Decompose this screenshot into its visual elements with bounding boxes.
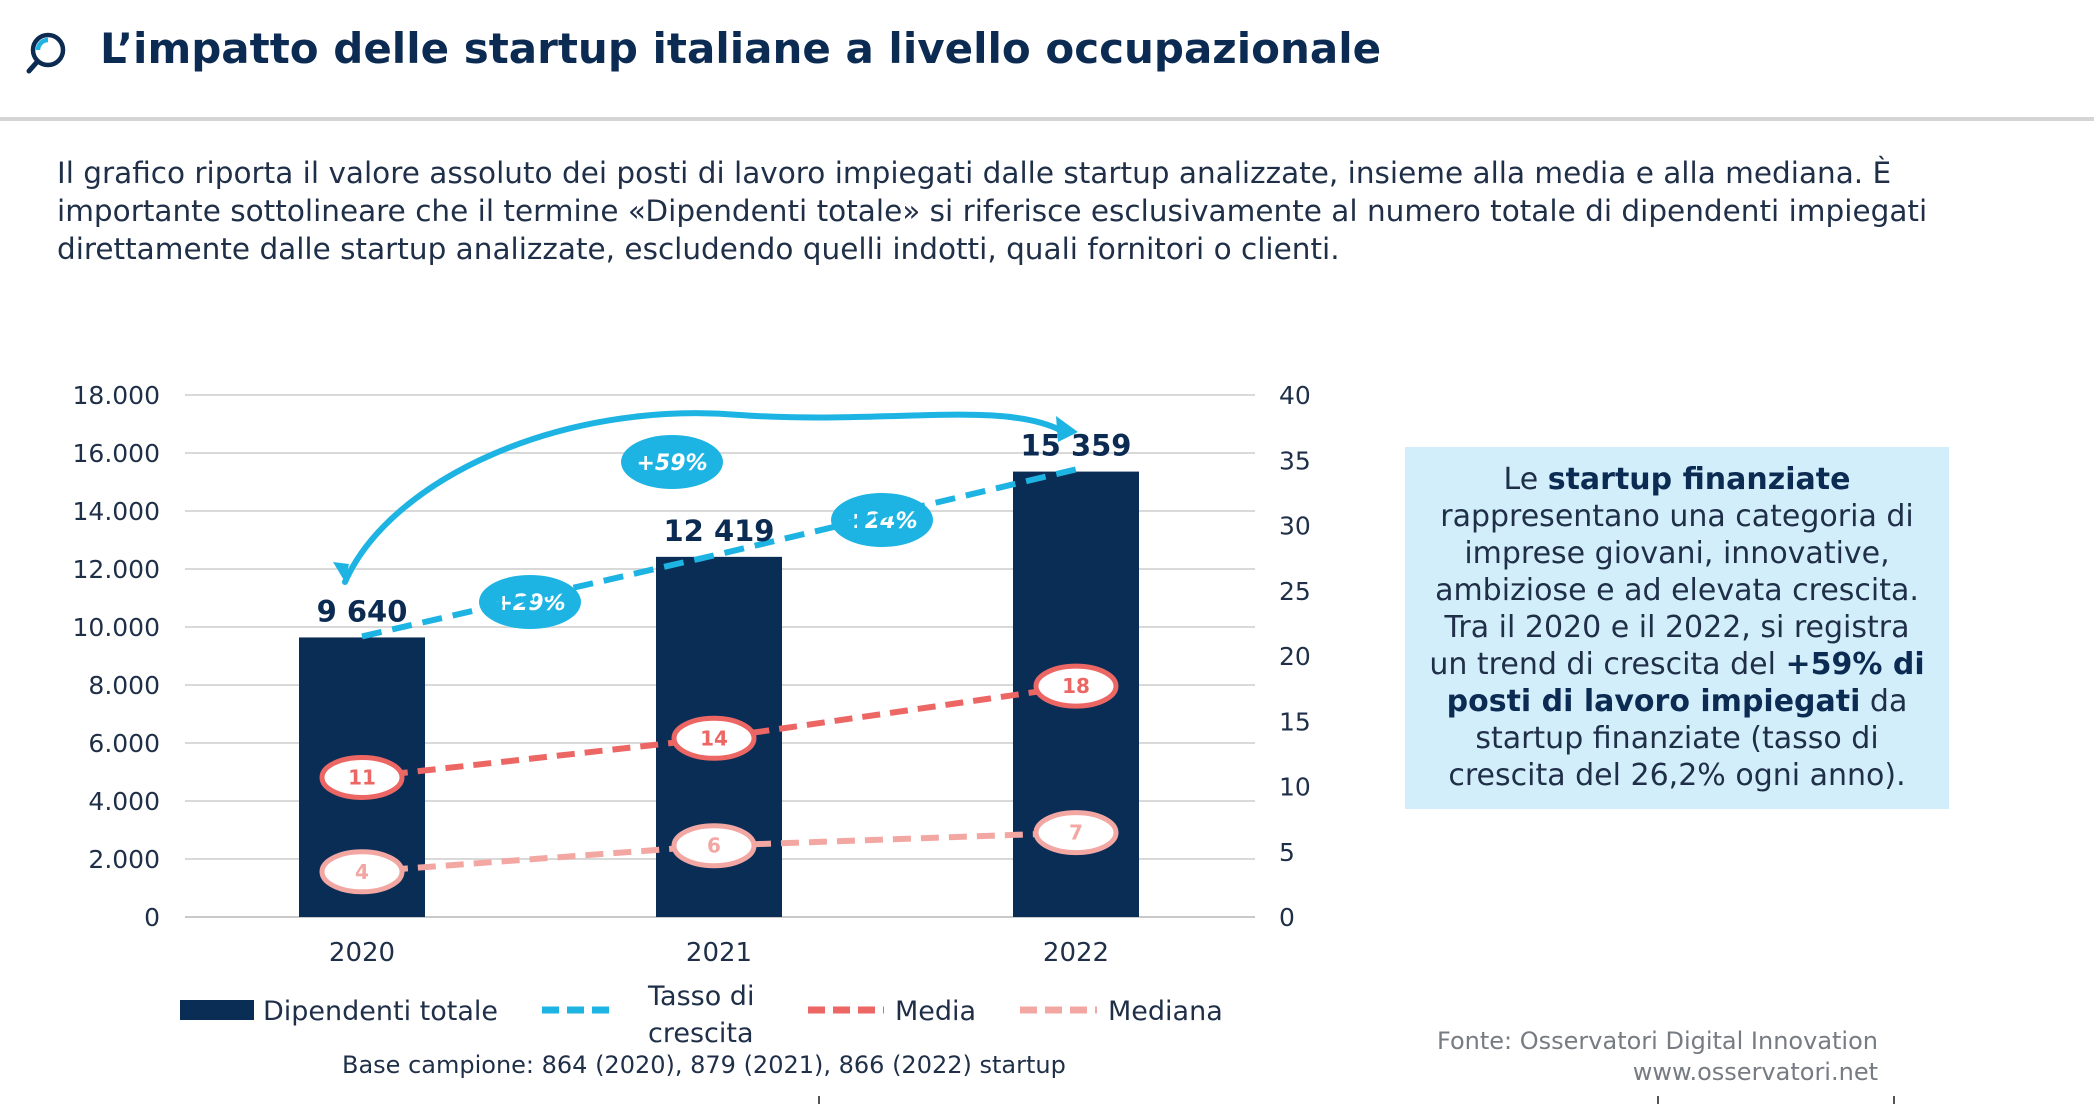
callout-text-2: rappresentano una categoria di imprese g… [1429,499,1919,682]
growth-badge [479,575,581,629]
callout-text-3: da startup finanziate (tasso di crescita… [1448,684,1908,793]
mediana-marker [319,849,405,895]
y-right-tick-label: 15 [1279,707,1311,736]
employment-chart: 0 2.000 4.000 6.000 8.000 10.000 12.000 14.000 1… [73,381,1311,1049]
y-right-tick-label: 40 [1279,381,1311,410]
callout-box: Le startup finanziate rappresentano una … [1405,447,1949,809]
x-tick-label: 2022 [1043,938,1109,968]
arc-arrowhead-icon [1056,416,1078,442]
mediana-marker [671,823,757,869]
growth-arc-arrow [342,410,1063,585]
bar-value-label: 9 640 [317,594,408,628]
growth-badge-label: +59% [636,451,707,476]
media-marker [319,754,405,800]
media-value-label: 14 [700,726,728,750]
growth-badge [621,435,723,489]
callout-bold-1: startup finanziate [1547,462,1851,497]
y-left-tick-label: 18.000 [73,381,160,410]
source-note: Fonte: Osservatori Digital Innovation ww… [1437,1026,1878,1088]
legend-label: Media [895,996,976,1027]
media-value-label: 18 [1062,674,1090,698]
y-right-tick-label: 20 [1279,642,1311,671]
y-left-tick-label: 6.000 [88,729,160,758]
y-left-tick-label: 14.000 [73,497,160,526]
y-left-tick-label: 0 [144,903,160,932]
legend-layer: Dipendenti totale Tasso di crescita Media Me… [180,981,1223,1049]
base-campione-note: Base campione: 864 (2020), 879 (2021), 8… [342,1051,1066,1079]
source-line: Fonte: Osservatori Digital Innovation [1437,1027,1878,1055]
x-tick-label: 2020 [329,938,395,968]
line-media [361,683,1077,781]
labels-layer: 9 640 12 419 15 359 [317,429,1132,629]
source-url: www.osservatori.net [1632,1058,1878,1086]
page-header: L’impatto delle startup italiane a livel… [0,0,2094,121]
legend-swatch-dipendenti [180,1000,254,1020]
media-marker [1033,663,1119,709]
bar-value-label: 15 359 [1021,429,1132,463]
y-right-tick-label: 35 [1279,446,1311,475]
mediana-value-label: 4 [355,860,369,884]
legend-label: Tasso di [647,981,754,1012]
mediana-value-label: 6 [707,834,721,858]
lines-layer: 11 14 18 4 6 7 [319,466,1119,895]
bottom-tick-mark [818,1096,820,1104]
legend-label: Mediana [1108,996,1223,1027]
legend-label: crescita [648,1018,754,1049]
y-left-tick-label: 12.000 [73,555,160,584]
y-right-tick-label: 0 [1279,903,1295,932]
y-left-tick-label: 16.000 [73,439,160,468]
y-left-tick-label: 4.000 [88,787,160,816]
page-title: L’impatto delle startup italiane a livel… [100,24,1382,73]
legend-label: Dipendenti totale [263,996,498,1027]
callout-text-1: Le [1503,462,1548,497]
bottom-tick-mark [1893,1096,1895,1104]
y-right-tick-label: 10 [1279,773,1311,802]
y-right-tick-label: 25 [1279,577,1311,606]
bar-value-label: 12 419 [664,514,775,548]
callout-bold-2: +59% di posti di lavoro impiegati [1446,647,1925,719]
y-left-tick-label: 8.000 [88,671,160,700]
growth-layer: +29%+24%+59% [333,410,1078,629]
media-marker [671,715,757,761]
y-left-tick-label: 10.000 [73,613,160,642]
y-left-tick-label: 2.000 [88,845,160,874]
magnifier-logo-icon [26,32,66,74]
media-value-label: 11 [348,765,376,789]
y-right-tick-label: 5 [1279,838,1295,867]
intro-paragraph: Il grafico riporta il valore assoluto de… [57,156,1928,266]
x-tick-label: 2021 [686,938,752,968]
y-right-tick-label: 30 [1279,512,1311,541]
mediana-marker [1033,810,1119,856]
bottom-tick-mark [1657,1096,1659,1104]
mediana-value-label: 7 [1069,821,1083,845]
arc-start-hook [333,562,349,582]
